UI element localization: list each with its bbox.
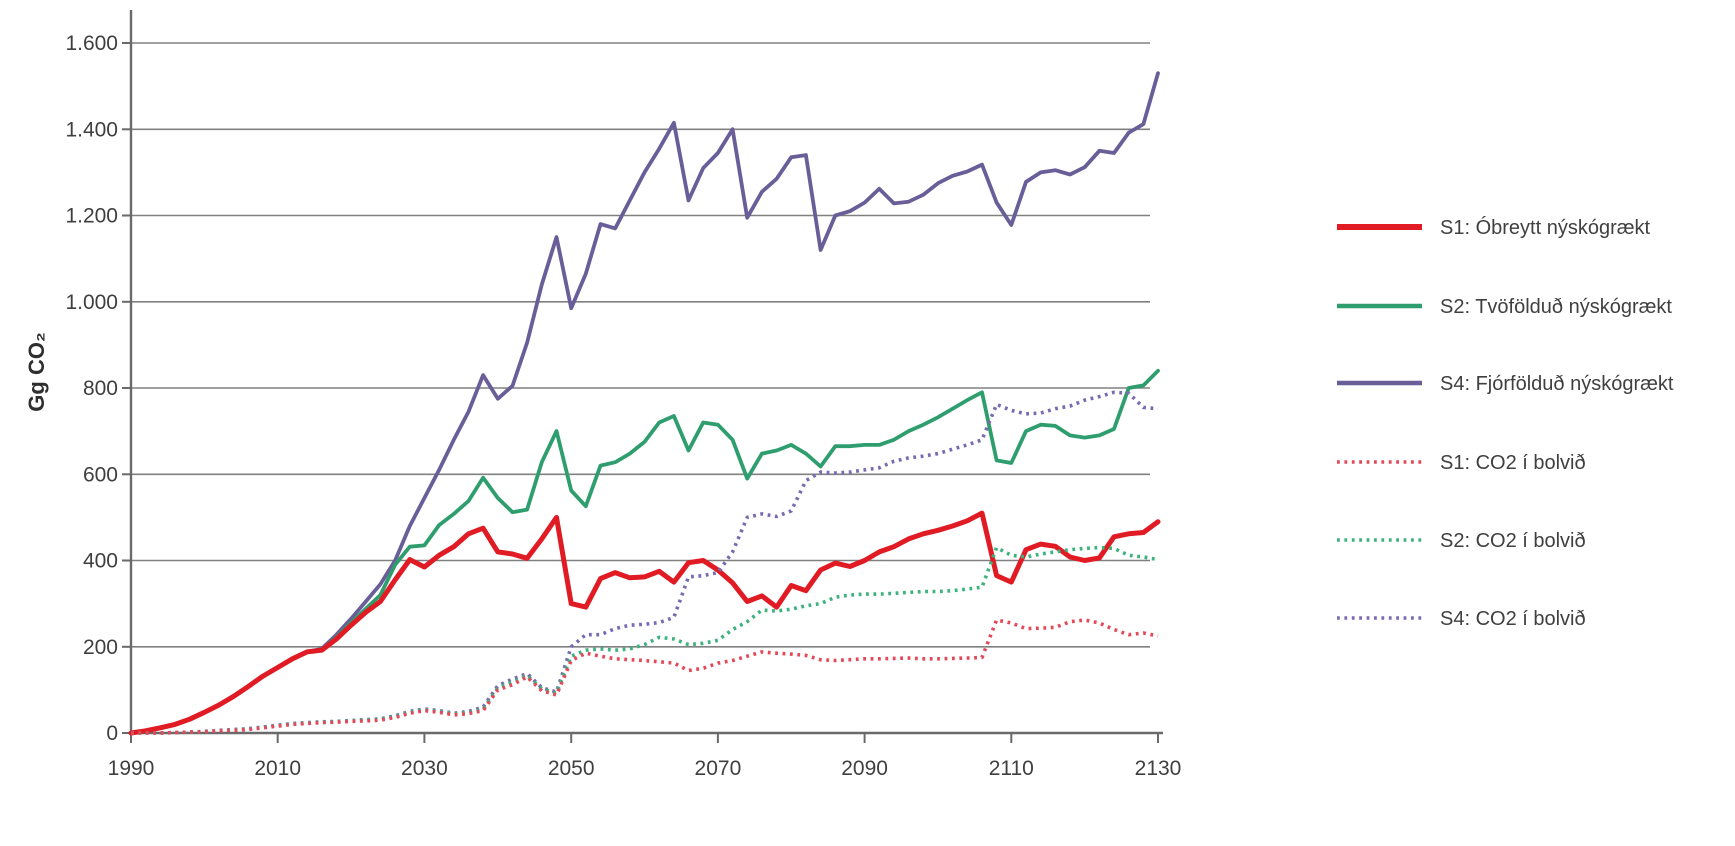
y-tick-label: 600 — [83, 463, 118, 486]
series-line-s1-solid — [128, 510, 1161, 736]
legend: S1: Óbreytt nýskógrækt S2: Tvöfölduð nýsk… — [1337, 216, 1674, 630]
series-line-s4-solid — [129, 71, 1160, 735]
y-axis-tick-labels: 0 200 400 600 800 1.000 1.200 1.400 1.600 — [65, 32, 118, 745]
y-tick-label: 1.200 — [65, 205, 118, 228]
y-tick-label: 0 — [106, 722, 118, 745]
legend-item-s2-solid: S2: Tvöfölduð nýskógrækt — [1337, 296, 1672, 318]
legend-label-s4-solid: S4: Fjórfölduð nýskógrækt — [1440, 373, 1674, 395]
series-line-s1-dotted — [131, 618, 1159, 735]
legend-item-s2-dotted: S2: CO2 í bolvið — [1337, 530, 1586, 552]
legend-item-s1-dotted: S1: CO2 í bolvið — [1337, 452, 1586, 474]
legend-label-s4-dotted: S4: CO2 í bolvið — [1440, 608, 1586, 630]
axes — [122, 10, 1163, 743]
x-tick-label: 1990 — [108, 757, 155, 780]
y-tick-label: 200 — [83, 636, 118, 659]
x-tick-label: 2050 — [548, 757, 595, 780]
gridlines — [130, 42, 1150, 648]
y-tick-label: 1.000 — [65, 291, 118, 314]
y-tick-label: 1.600 — [65, 32, 118, 55]
series-line-s2-solid — [129, 368, 1160, 735]
legend-label-s2-solid: S2: Tvöfölduð nýskógrækt — [1440, 296, 1672, 318]
x-tick-label: 2070 — [695, 757, 742, 780]
x-axis-tick-labels: 1990 2010 2030 2050 2070 2090 2110 2130 — [108, 757, 1182, 780]
legend-label-s2-dotted: S2: CO2 í bolvið — [1440, 530, 1586, 552]
y-tick-label: 400 — [83, 550, 118, 573]
x-tick-label: 2010 — [254, 757, 301, 780]
y-tick-label: 1.400 — [65, 118, 118, 141]
legend-item-s4-solid: S4: Fjórfölduð nýskógrækt — [1337, 373, 1674, 395]
legend-label-s1-dotted: S1: CO2 í bolvið — [1440, 452, 1586, 474]
series-lines — [128, 71, 1161, 736]
y-tick-label: 800 — [83, 377, 118, 400]
x-tick-label: 2110 — [989, 757, 1034, 780]
x-tick-label: 2030 — [401, 757, 448, 780]
x-tick-label: 2090 — [841, 757, 888, 780]
y-axis-title: Gg CO₂ — [24, 332, 49, 411]
x-tick-label: 2130 — [1135, 757, 1182, 780]
legend-item-s4-dotted: S4: CO2 í bolvið — [1337, 608, 1586, 630]
legend-item-s1-solid: S1: Óbreytt nýskógrækt — [1337, 216, 1651, 239]
legend-label-s1-solid: S1: Óbreytt nýskógrækt — [1440, 216, 1651, 239]
